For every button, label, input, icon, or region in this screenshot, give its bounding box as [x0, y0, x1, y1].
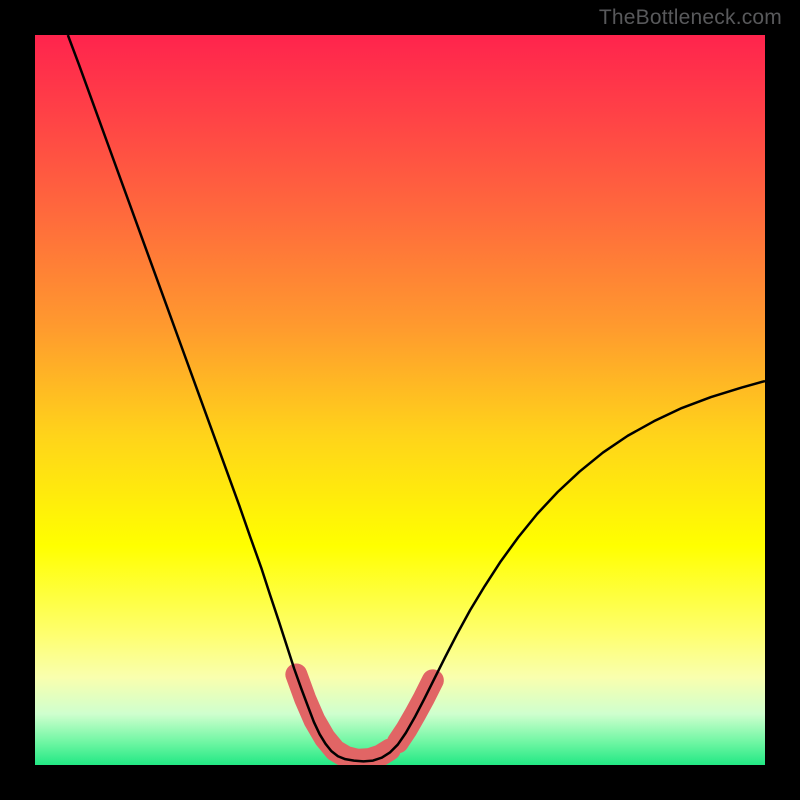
plot-svg [35, 35, 765, 765]
chart-frame: TheBottleneck.com [0, 0, 800, 800]
plot-area [35, 35, 765, 765]
watermark-text: TheBottleneck.com [599, 6, 782, 30]
gradient-background [35, 35, 765, 765]
